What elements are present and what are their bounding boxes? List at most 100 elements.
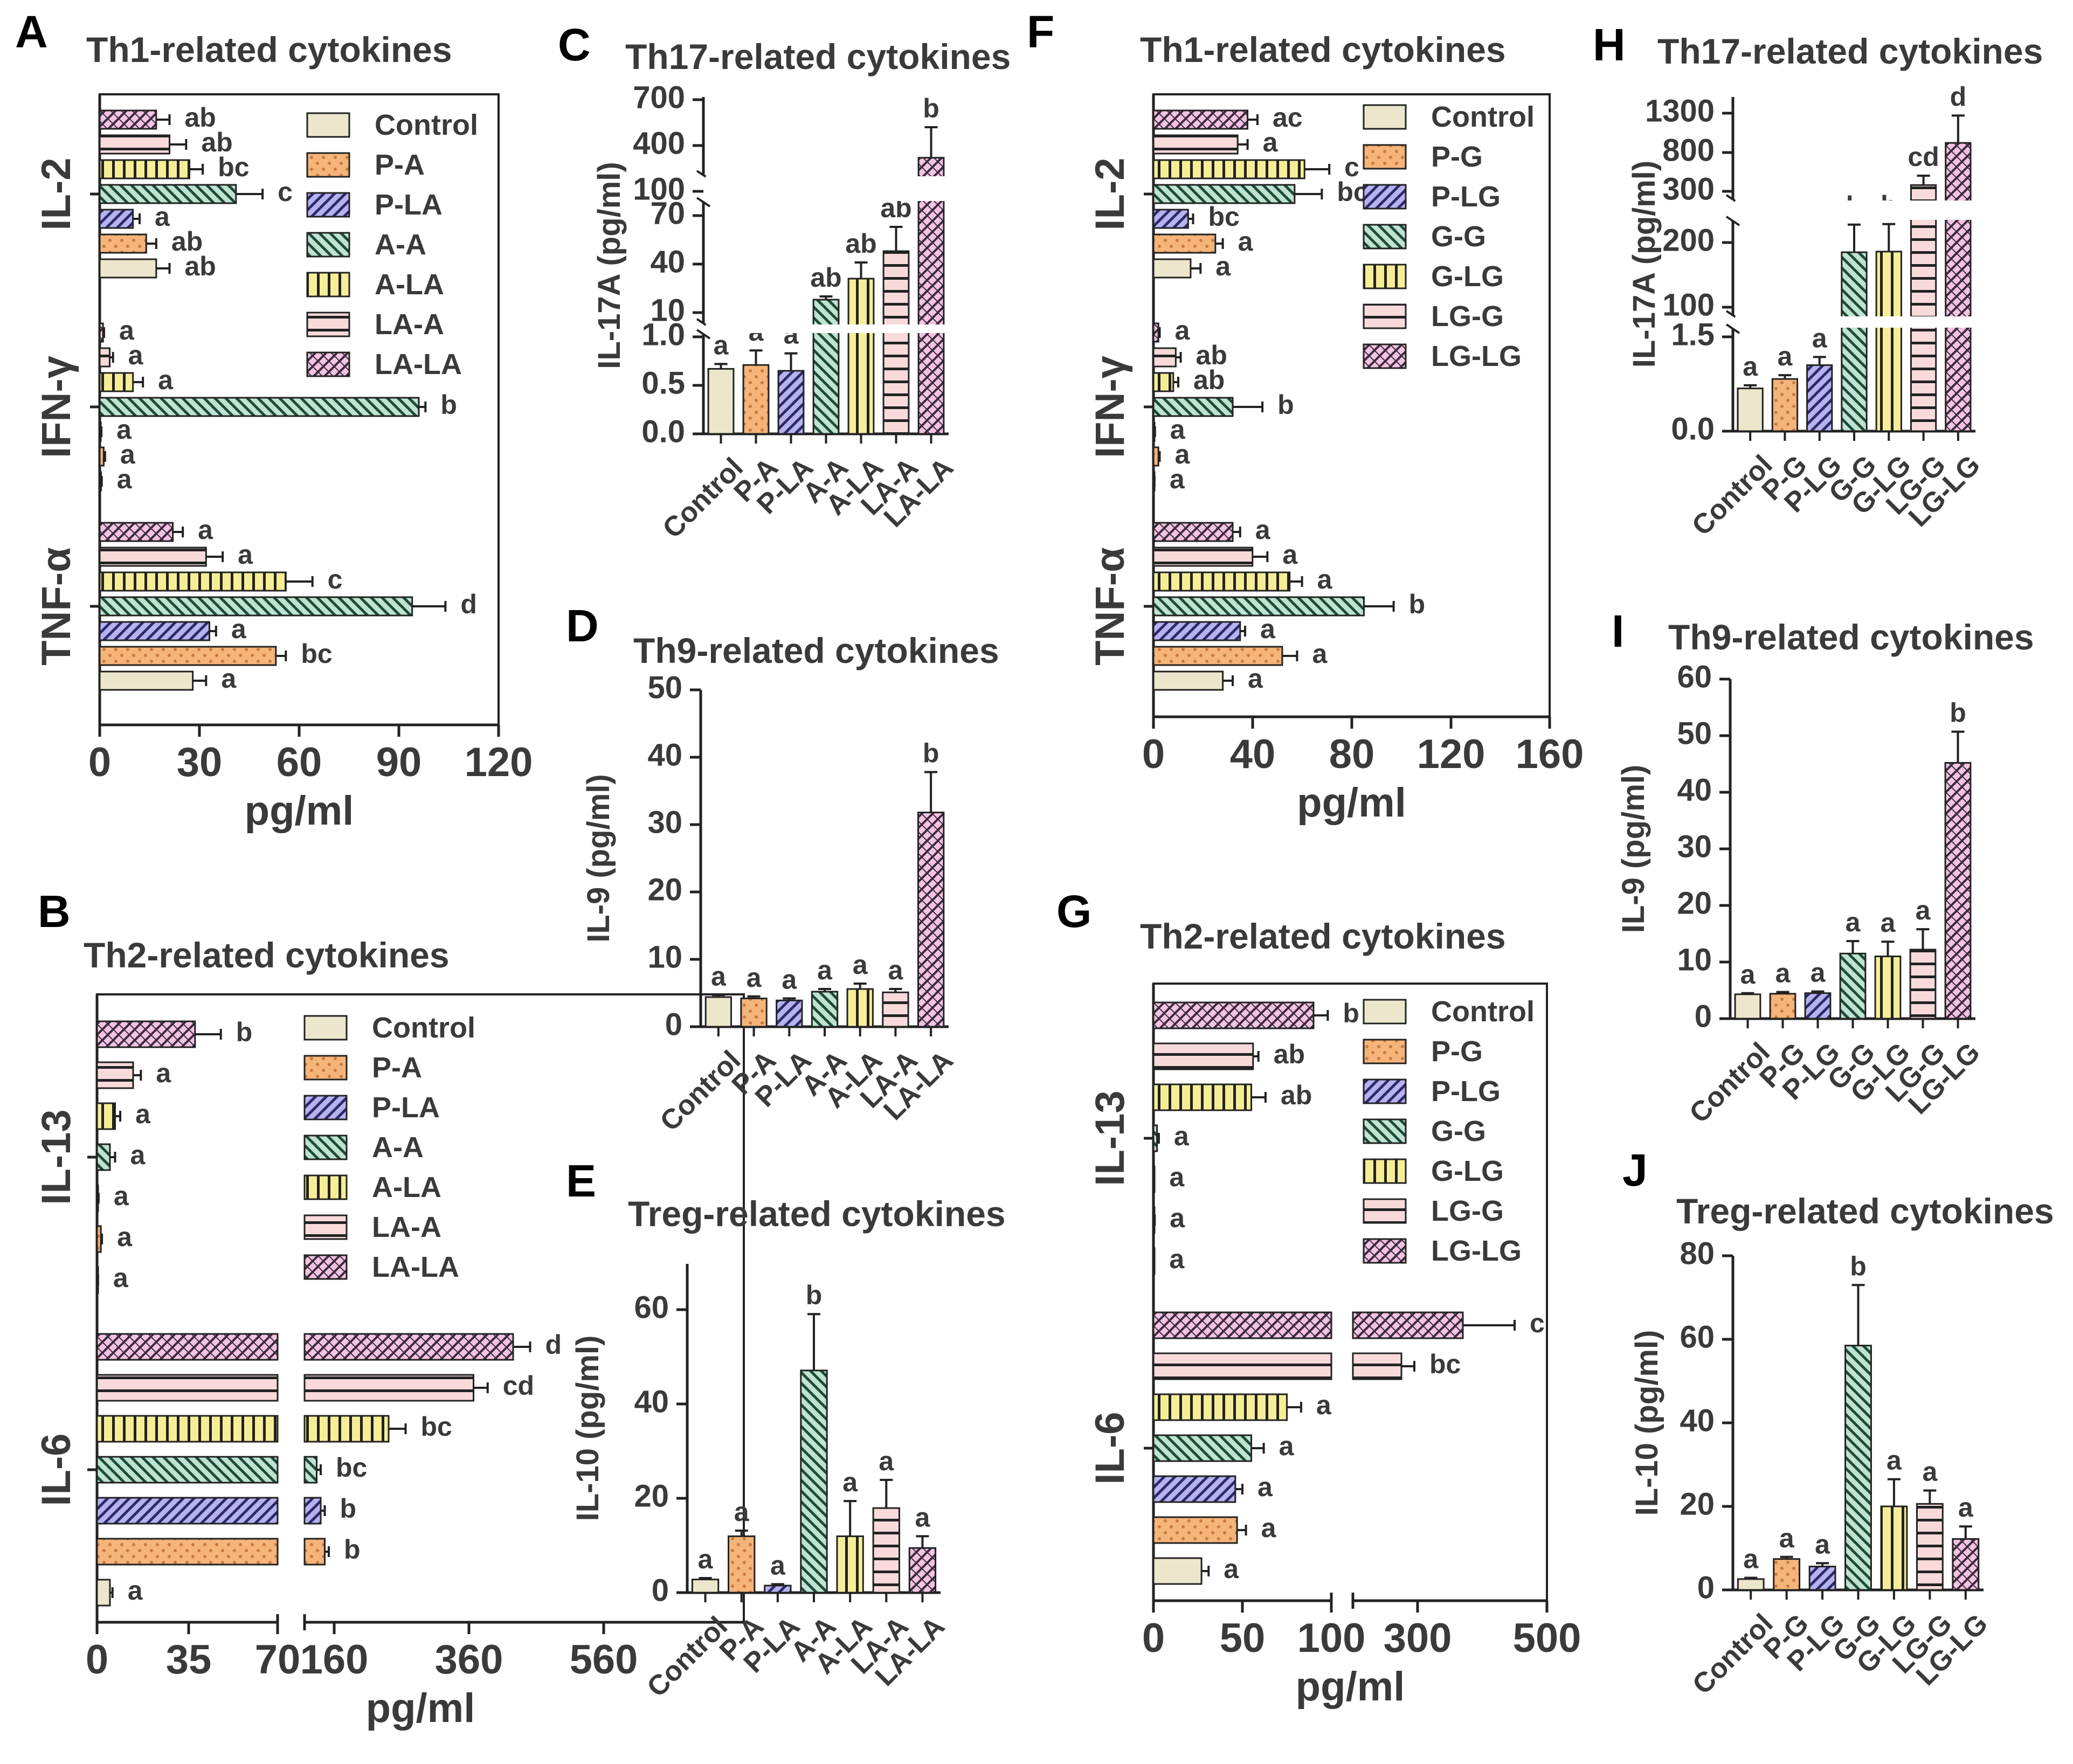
- bar-B-IL-6-1: [96, 1538, 279, 1566]
- bar-E-6: [908, 1547, 937, 1594]
- sig-label-F: a: [1238, 226, 1254, 257]
- bar-I-1: [1769, 993, 1796, 1020]
- bar-F-TNF-α-5: [1152, 547, 1254, 567]
- x-tick-label-J: Control: [1687, 1608, 1779, 1700]
- bar-A-TNF-α-0: [99, 670, 194, 691]
- legend-swatch-F: [1363, 104, 1407, 130]
- bar-I-5: [1909, 949, 1937, 1020]
- bar-H-5: [1910, 184, 1937, 432]
- x-axis-title-F: pg/ml: [1297, 780, 1406, 826]
- legend-swatch-B: [303, 1015, 348, 1041]
- legend-label-B: A-A: [372, 1131, 424, 1164]
- y-tick-label-E: 0: [652, 1573, 669, 1608]
- sig-label-J: a: [1743, 1544, 1759, 1574]
- legend-swatch-B: [303, 1095, 348, 1120]
- x-tick-label-F: 0: [1142, 731, 1165, 777]
- sig-label-G: a: [1224, 1554, 1239, 1584]
- bar-J-1: [1773, 1558, 1801, 1591]
- sig-label-I: a: [1775, 958, 1791, 988]
- y-axis-title-J: IL-10 (pg/ml): [1629, 1330, 1664, 1516]
- legend-swatch-G: [1363, 999, 1407, 1025]
- legend-swatch-B: [303, 1174, 348, 1200]
- chart-title-G: Th2-related cytokines: [1140, 916, 1506, 956]
- x-tick-label-B: 360: [435, 1637, 503, 1683]
- legend-swatch-F: [1363, 184, 1407, 210]
- sig-label-J: a: [1887, 1445, 1902, 1476]
- legend-label-A: P-A: [375, 149, 425, 181]
- sig-label-J: a: [1922, 1457, 1938, 1487]
- x-tick-label-B: 0: [86, 1637, 108, 1683]
- x-tick-label-E: Control: [641, 1610, 734, 1703]
- panel-label-I: I: [1612, 606, 1624, 656]
- legend-swatch-A: [306, 192, 350, 218]
- bar-F-IFN-γ-5: [1152, 347, 1177, 368]
- bar-B-IL-6-5-right: [303, 1374, 474, 1402]
- bar-I-6: [1944, 762, 1972, 1020]
- sig-label-F: ab: [1193, 365, 1225, 395]
- bar-G-IL-6-4: [1152, 1393, 1288, 1421]
- y-tick-label-D: 10: [647, 939, 682, 974]
- y-tick-label-C: 0.0: [641, 414, 685, 449]
- bar-E-3: [800, 1369, 828, 1594]
- bar-G-IL-13-4: [1152, 1083, 1252, 1111]
- x-axis-title-G: pg/ml: [1296, 1664, 1405, 1710]
- bar-G-IL-13-5: [1152, 1042, 1254, 1070]
- bar-A-TNF-α-1: [99, 646, 277, 666]
- legend-label-A: P-LA: [375, 189, 443, 221]
- x-tick-label-H: Control: [1686, 449, 1779, 542]
- bar-A-TNF-α-3: [99, 596, 413, 617]
- sig-label-A: a: [117, 464, 133, 494]
- category-label-F: TNF-α: [1087, 547, 1133, 666]
- bar-D-3: [811, 991, 839, 1028]
- bar-B-IL-6-6: [96, 1333, 279, 1361]
- sig-label-J: a: [1779, 1523, 1795, 1553]
- y-tick-label-D: 20: [647, 872, 682, 907]
- bar-B-IL-6-0: [96, 1579, 111, 1607]
- sig-label-G: a: [1169, 1244, 1185, 1274]
- bar-I-3: [1839, 952, 1867, 1020]
- sig-label-F: ab: [1196, 340, 1227, 370]
- sig-label-A: a: [158, 365, 174, 395]
- sig-label-A: a: [116, 414, 132, 445]
- axis-break-G: [1331, 1597, 1353, 1604]
- x-tick-label-A: 90: [376, 739, 422, 785]
- legend-label-F: G-LG: [1431, 260, 1504, 293]
- sig-label-B: a: [135, 1099, 151, 1129]
- sig-label-D: a: [747, 963, 762, 993]
- category-label-F: IFN-γ: [1087, 356, 1133, 458]
- bar-A-IL-2-2: [99, 209, 134, 229]
- legend-label-B: A-LA: [372, 1171, 441, 1203]
- bar-B-IL-13-5: [96, 1061, 134, 1089]
- bar-G-IL-6-5: [1152, 1352, 1332, 1380]
- y-tick-label-H: 1300: [1645, 93, 1715, 128]
- bar-D-0: [704, 996, 733, 1028]
- y-tick-label-E: 40: [634, 1384, 669, 1419]
- y-tick-label-C: 700: [633, 80, 685, 115]
- y-tick-label-D: 30: [647, 805, 682, 840]
- bar-B-IL-6-3-right: [303, 1456, 317, 1484]
- sig-label-B: a: [130, 1140, 146, 1170]
- sig-label-A: d: [460, 589, 477, 619]
- sig-label-F: a: [1282, 539, 1298, 570]
- sig-label-H: d: [1950, 81, 1967, 112]
- x-tick-label-B: 70: [255, 1637, 301, 1683]
- bar-A-IL-2-3: [99, 184, 237, 204]
- bar-E-1: [728, 1535, 756, 1594]
- legend-label-F: LG-G: [1431, 300, 1504, 333]
- bar-J-6: [1952, 1538, 1980, 1591]
- legend-label-F: P-G: [1431, 141, 1483, 173]
- bar-I-4: [1874, 956, 1902, 1020]
- panel-label-J: J: [1622, 1145, 1648, 1195]
- category-label-B: IL-6: [33, 1433, 79, 1506]
- y-axis-title-D: IL-9 (pg/ml): [581, 774, 616, 943]
- y-tick-label-D: 40: [647, 737, 682, 772]
- y-tick-label-H: 100: [1662, 287, 1715, 322]
- sig-label-I: a: [1846, 907, 1861, 937]
- sig-label-C: ab: [845, 229, 876, 259]
- y-axis-title-E: IL-10 (pg/ml): [570, 1336, 605, 1521]
- sig-label-G: c: [1530, 1308, 1545, 1338]
- x-tick-label-F: 120: [1417, 731, 1485, 777]
- legend-label-G: G-G: [1431, 1115, 1486, 1147]
- legend-swatch-A: [306, 272, 350, 298]
